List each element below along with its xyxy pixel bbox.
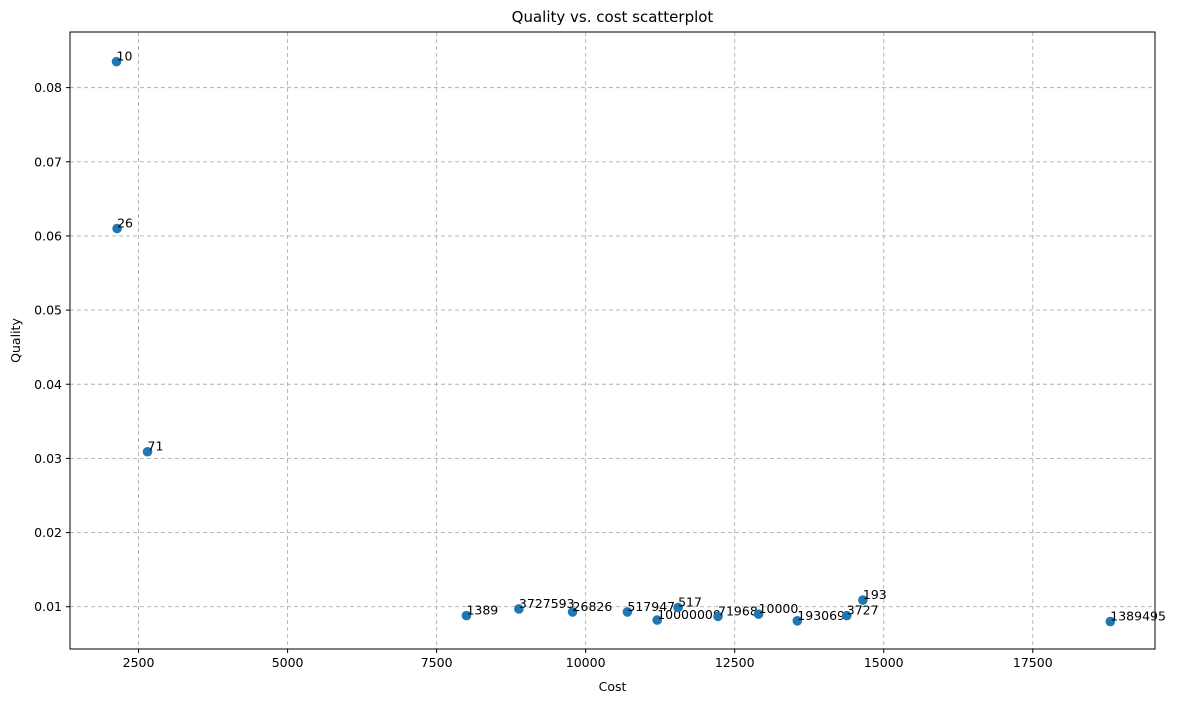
data-point [1105, 616, 1116, 627]
data-point-label: 10 [117, 49, 133, 64]
y-tick-label: 0.06 [34, 228, 62, 243]
plot-area-frame [69, 31, 1156, 650]
data-point-label: 517 [678, 594, 702, 609]
data-point-label: 26 [117, 216, 133, 231]
x-tick-label: 2500 [123, 655, 155, 670]
data-point-label: 10000000 [657, 607, 721, 622]
x-tick-label: 12500 [715, 655, 755, 670]
data-point [652, 615, 663, 625]
data-point [792, 616, 803, 626]
data-point [461, 610, 472, 621]
data-point-label: 1389 [466, 603, 498, 618]
y-tick-label: 0.05 [34, 303, 62, 318]
y-tick-label: 0.04 [34, 377, 62, 392]
data-point [111, 56, 122, 67]
y-tick-label: 0.02 [34, 525, 62, 540]
x-tick-label: 17500 [1013, 655, 1053, 670]
grid-lines [70, 32, 1155, 649]
axis-ticks: 2500 5000 7500 10000 12500 15000 17500 0.01 0.02… [34, 80, 1053, 670]
data-point [622, 607, 633, 617]
x-tick-label: 10000 [566, 655, 606, 670]
data-point [567, 607, 578, 617]
data-point-label: 517947 [627, 599, 675, 614]
data-point [673, 602, 683, 613]
data-point [713, 611, 723, 622]
data-point-label: 26826 [573, 599, 613, 614]
data-point [112, 223, 122, 234]
x-axis-label: Cost [599, 679, 627, 694]
data-point-label: 193069 [797, 608, 845, 623]
data-point-label: 3727593 [519, 596, 575, 611]
data-point-label: 1389495 [1110, 609, 1166, 624]
y-tick-label: 0.08 [34, 80, 62, 95]
data-point [514, 604, 524, 614]
y-tick-label: 0.07 [34, 154, 62, 169]
data-point-label: 3727 [847, 603, 879, 618]
data-point [753, 609, 764, 619]
y-axis-label: Quality [8, 318, 23, 363]
data-point-label: 71 [148, 439, 164, 454]
data-point-label: 10000 [759, 601, 799, 616]
data-point-label: 71968 [718, 603, 758, 618]
data-point [142, 446, 153, 457]
data-point-label: 193 [863, 587, 887, 602]
data-point [858, 595, 868, 605]
y-tick-label: 0.01 [34, 599, 62, 614]
x-tick-label: 7500 [421, 655, 453, 670]
x-tick-label: 5000 [272, 655, 304, 670]
x-tick-label: 15000 [864, 655, 904, 670]
chart-title: Quality vs. cost scatterplot [512, 8, 714, 26]
data-point [841, 610, 852, 621]
y-tick-label: 0.03 [34, 451, 62, 466]
